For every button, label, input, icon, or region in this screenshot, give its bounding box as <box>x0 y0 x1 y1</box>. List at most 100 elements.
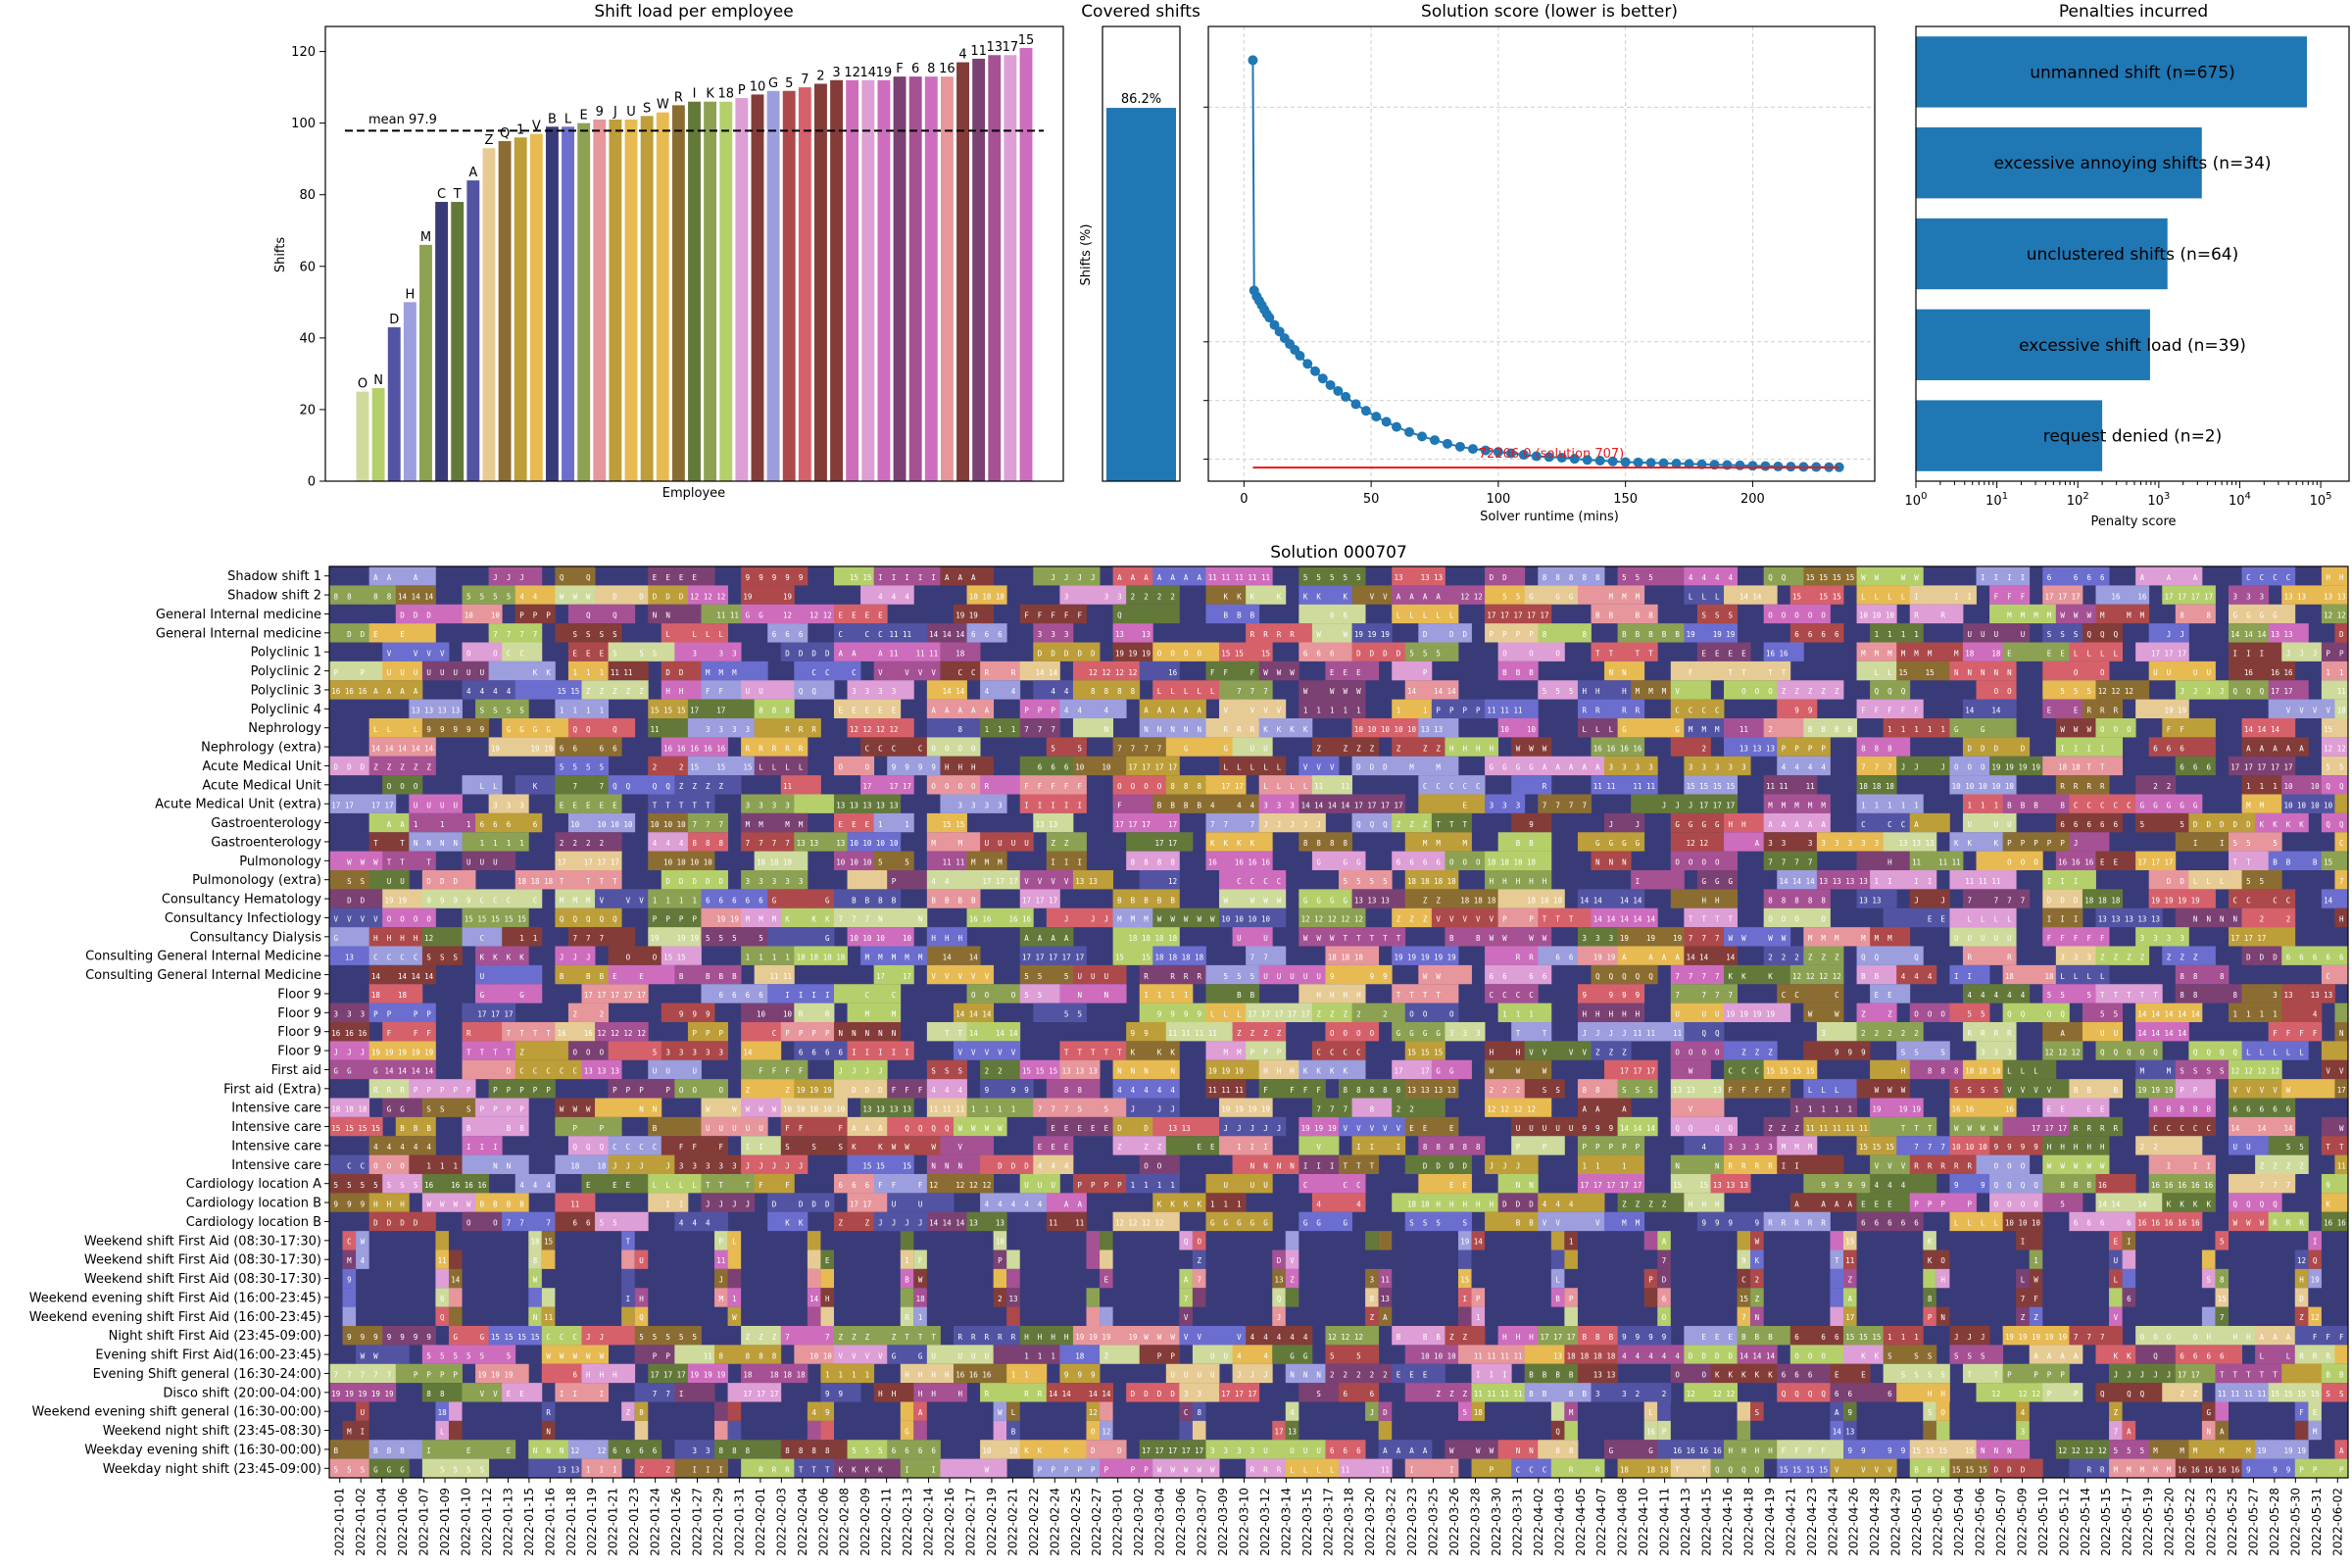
heatmap-cell-label: 11 <box>730 612 739 620</box>
heatmap-cell-label: A <box>1157 573 1162 582</box>
heatmap-cell-label: J <box>586 953 591 961</box>
heatmap-cell-label: S <box>612 630 617 639</box>
heatmap-cell-label: 3 <box>772 877 777 886</box>
heatmap-cell-label: R <box>1967 953 1972 961</box>
heatmap-cell-label: M <box>1835 934 1839 943</box>
heatmap-cell <box>1418 585 1433 605</box>
heatmap-cell-label: 15 <box>570 687 579 696</box>
heatmap-cell-label: 14 <box>2257 630 2267 639</box>
solution-score-panel: Solution score (lower is better) Solver … <box>1203 2 1876 524</box>
heatmap-cell-label: 19 <box>1687 630 1695 639</box>
heatmap-cell-label: W <box>1290 668 1295 677</box>
heatmap-cell-label: S <box>572 630 577 639</box>
heatmap-cell-label: 18 <box>1513 858 1523 867</box>
heatmap-cell <box>1631 718 1645 738</box>
shift-load-bar <box>451 202 465 481</box>
heatmap-cell <box>1617 623 1632 643</box>
heatmap-cell <box>2188 566 2203 586</box>
heatmap-cell-label: M <box>1782 801 1787 809</box>
heatmap-cell <box>448 812 463 833</box>
heatmap-cell-label: R <box>785 725 790 734</box>
heatmap-cell <box>1909 907 1924 928</box>
heatmap-cell-label: 3 <box>985 801 990 809</box>
heatmap-cell <box>368 870 383 890</box>
heatmap-cell-label: K <box>546 668 551 677</box>
heatmap-cell-label: U <box>2021 630 2026 639</box>
heatmap-cell-label: E <box>1875 991 1880 1000</box>
heatmap-cell-label: C <box>865 991 870 1000</box>
heatmap-cell-label: 9 <box>918 763 923 772</box>
shift-load-bar <box>419 244 432 481</box>
heatmap-cell-label: 3 <box>1064 592 1069 601</box>
heatmap-cell-label: 19 <box>2178 707 2186 715</box>
heatmap-cell-label: 6 <box>1316 649 1321 658</box>
heatmap-cell <box>1883 566 1897 586</box>
heatmap-cell-label: P <box>414 1010 418 1019</box>
heatmap-cell-label: 15 <box>2324 725 2332 734</box>
heatmap-cell-label: A <box>373 687 378 696</box>
heatmap-cell-label: R <box>2007 953 2012 961</box>
heatmap-cell-label: 13 <box>1394 573 1402 582</box>
heatmap-cell-label: C <box>892 991 897 1000</box>
heatmap-cell-label: O <box>931 744 936 753</box>
heatmap-cell-label: 10 <box>677 820 687 829</box>
heatmap-cell-label: 5 <box>639 649 644 658</box>
heatmap-cell-label: 15 <box>1726 782 1735 791</box>
heatmap-cell-label: W <box>1303 687 1308 696</box>
heatmap-cell-label: 7 <box>759 839 763 848</box>
heatmap-cell <box>1617 642 1632 662</box>
heatmap-cell-label: 9 <box>892 763 897 772</box>
heatmap-cell-label: G <box>1344 896 1348 905</box>
score-point <box>1350 399 1361 410</box>
heatmap-cell <box>1696 566 1711 586</box>
heatmap-cell-label: W <box>572 592 577 601</box>
heatmap-cell-label: H <box>1449 744 1454 753</box>
heatmap-cell-label: 1 <box>1914 725 1919 734</box>
heatmap-cell-label: K <box>1277 592 1282 601</box>
heatmap-cell <box>1019 661 1034 681</box>
heatmap-cell-label: 5 <box>1344 877 1348 886</box>
shift-load-bar <box>435 202 449 481</box>
heatmap-cell-label: 8 <box>1117 687 1122 696</box>
heatmap-cell <box>767 680 782 700</box>
shift-load-bar <box>956 62 969 482</box>
heatmap-cell-label: C <box>1715 707 1720 715</box>
heatmap-cell <box>1936 585 1950 605</box>
heatmap-cell-label: J <box>2180 630 2184 639</box>
shift-load-ytick-label: 100 <box>291 117 316 131</box>
heatmap-cell-label: Z <box>1423 896 1428 905</box>
heatmap-cell <box>767 566 782 586</box>
heatmap-cell <box>940 661 955 681</box>
heatmap-cell-label: 13 <box>1434 573 1443 582</box>
heatmap-cell <box>900 907 914 928</box>
heatmap-cell <box>528 623 543 643</box>
heatmap-cell <box>794 794 808 813</box>
heatmap-cell-label: C <box>1449 782 1454 791</box>
mean-label: mean 97.9 <box>368 113 437 127</box>
heatmap-cell-label: O <box>2127 725 2132 734</box>
heatmap-cell-label: 18 <box>823 953 833 961</box>
heatmap-cell-label: 7 <box>1729 991 1734 1000</box>
heatmap-cell <box>1750 718 1765 738</box>
heatmap-cell-label: G <box>2167 801 2172 809</box>
heatmap-cell <box>1949 870 1964 890</box>
heatmap-cell <box>820 680 835 700</box>
heatmap-cell-label: 18 <box>1487 858 1496 867</box>
heatmap-cell-label: Q <box>1861 953 1866 961</box>
heatmap-cell <box>528 642 543 662</box>
heatmap-cell-label: M <box>1609 592 1614 601</box>
heatmap-cell-label: 1 <box>2246 782 2251 791</box>
heatmap-cell <box>382 832 397 852</box>
heatmap-cell-label: 12 <box>1115 668 1124 677</box>
heatmap-cell-label: 1 <box>1887 630 1892 639</box>
heatmap-cell-label: G <box>1555 592 1560 601</box>
heatmap-cell-label: W <box>361 858 366 867</box>
heatmap-cell <box>1205 775 1220 795</box>
shift-load-bar <box>988 55 1002 482</box>
heatmap-cell <box>1485 566 1499 586</box>
heatmap-cell-label: H <box>1741 820 1746 829</box>
heatmap-cell <box>1789 832 1804 852</box>
heatmap-cell-label: V <box>361 915 366 924</box>
heatmap-cell <box>1684 623 1698 643</box>
heatmap-cell-label: P <box>1436 707 1441 715</box>
